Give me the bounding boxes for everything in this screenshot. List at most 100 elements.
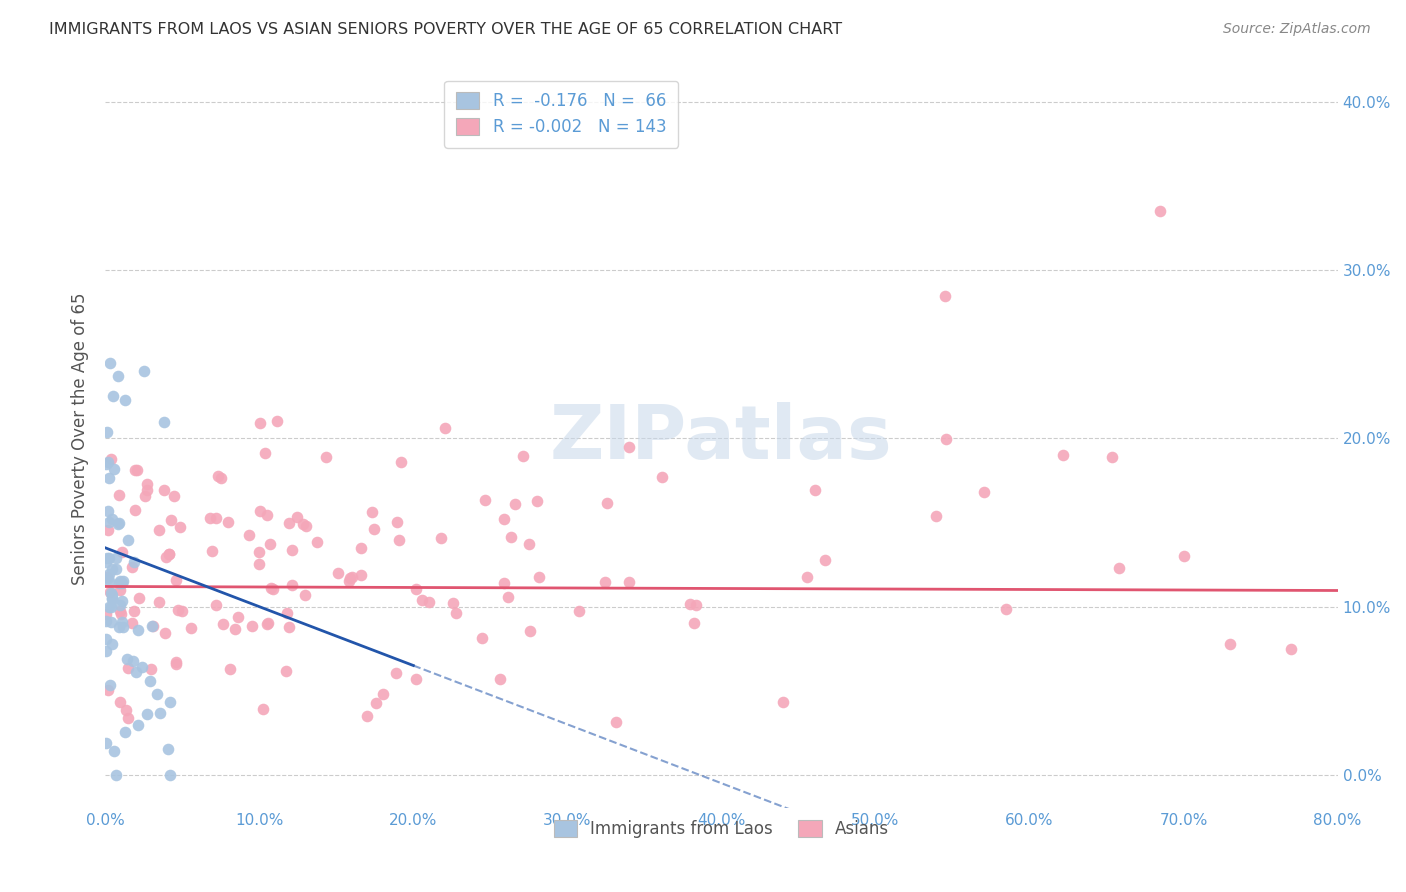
Point: [277, 516, 299, 530]
Point: [169, 520, 191, 534]
Point: [340, 570, 363, 584]
Point: [683, 615, 706, 630]
Point: [568, 605, 591, 619]
Point: [146, 687, 169, 701]
Point: [128, 591, 150, 605]
Point: [512, 450, 534, 464]
Point: [212, 616, 235, 631]
Point: [98, 566, 121, 581]
Point: [418, 595, 440, 609]
Point: [371, 687, 394, 701]
Point: [256, 508, 278, 523]
Point: [122, 603, 145, 617]
Point: [411, 592, 433, 607]
Point: [593, 574, 616, 589]
Text: Source: ZipAtlas.com: Source: ZipAtlas.com: [1223, 22, 1371, 37]
Point: [256, 616, 278, 631]
Point: [101, 591, 124, 606]
Point: [122, 555, 145, 569]
Point: [385, 516, 408, 530]
Point: [107, 575, 129, 590]
Point: [100, 637, 122, 651]
Point: [364, 696, 387, 710]
Point: [114, 392, 136, 407]
Point: [529, 570, 551, 584]
Point: [519, 624, 541, 638]
Point: [934, 288, 956, 302]
Point: [111, 620, 134, 634]
Point: [98, 599, 121, 614]
Point: [101, 562, 124, 576]
Point: [204, 598, 226, 612]
Point: [155, 550, 177, 565]
Point: [995, 602, 1018, 616]
Point: [97, 682, 120, 697]
Y-axis label: Seniors Poverty Over the Age of 65: Seniors Poverty Over the Age of 65: [72, 293, 89, 585]
Point: [262, 582, 284, 596]
Point: [238, 528, 260, 542]
Point: [209, 470, 232, 484]
Point: [492, 512, 515, 526]
Point: [141, 661, 163, 675]
Point: [240, 619, 263, 633]
Point: [163, 489, 186, 503]
Point: [138, 673, 160, 688]
Point: [142, 619, 165, 633]
Point: [101, 511, 124, 525]
Point: [489, 672, 512, 686]
Point: [285, 510, 308, 524]
Point: [266, 414, 288, 428]
Point: [100, 586, 122, 600]
Point: [165, 657, 187, 671]
Point: [115, 703, 138, 717]
Point: [226, 609, 249, 624]
Point: [360, 505, 382, 519]
Point: [291, 516, 314, 531]
Point: [97, 504, 120, 518]
Point: [107, 516, 129, 531]
Point: [157, 547, 180, 561]
Point: [131, 660, 153, 674]
Point: [100, 452, 122, 467]
Point: [247, 557, 270, 571]
Point: [157, 547, 180, 561]
Point: [100, 588, 122, 602]
Point: [180, 622, 202, 636]
Point: [349, 541, 371, 556]
Point: [252, 702, 274, 716]
Point: [814, 553, 837, 567]
Point: [315, 450, 337, 465]
Point: [96, 551, 118, 566]
Point: [165, 574, 187, 588]
Point: [224, 622, 246, 636]
Point: [281, 577, 304, 591]
Point: [430, 531, 453, 545]
Point: [247, 544, 270, 558]
Point: [772, 695, 794, 709]
Point: [94, 555, 117, 569]
Point: [496, 591, 519, 605]
Point: [501, 530, 523, 544]
Point: [337, 574, 360, 588]
Point: [1149, 204, 1171, 219]
Point: [1219, 637, 1241, 651]
Point: [796, 570, 818, 584]
Point: [973, 485, 995, 500]
Point: [108, 604, 131, 618]
Point: [121, 560, 143, 574]
Point: [389, 455, 412, 469]
Point: [111, 615, 134, 629]
Point: [107, 488, 129, 502]
Point: [617, 440, 640, 454]
Point: [405, 672, 427, 686]
Point: [149, 706, 172, 721]
Point: [471, 631, 494, 645]
Point: [98, 356, 121, 370]
Point: [295, 518, 318, 533]
Point: [617, 574, 640, 589]
Point: [260, 582, 283, 596]
Point: [651, 470, 673, 484]
Legend: Immigrants from Laos, Asians: Immigrants from Laos, Asians: [547, 813, 896, 845]
Point: [517, 537, 540, 551]
Point: [679, 597, 702, 611]
